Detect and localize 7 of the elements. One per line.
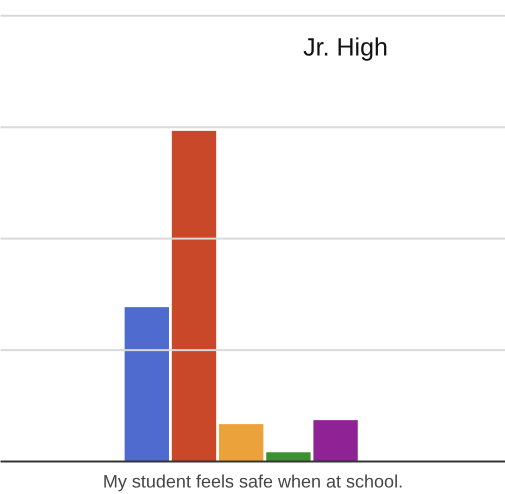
bar: [266, 452, 311, 462]
bar: [172, 130, 216, 462]
bar: [124, 307, 169, 462]
chart-title: Jr. High: [303, 34, 388, 62]
x-axis-title: My student feels safe when at school.: [102, 472, 404, 492]
bar: [219, 424, 264, 462]
bar: [313, 420, 358, 462]
